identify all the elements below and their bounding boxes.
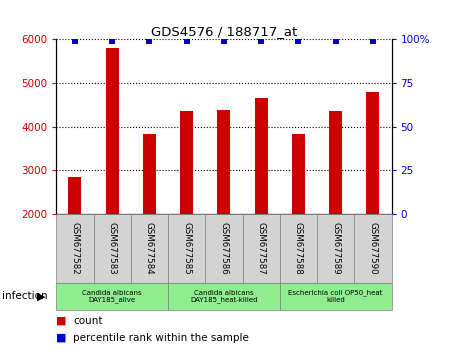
Text: GSM677582: GSM677582 xyxy=(70,222,79,275)
Point xyxy=(71,38,78,44)
Text: GSM677589: GSM677589 xyxy=(331,222,340,275)
Bar xyxy=(180,111,193,214)
Bar xyxy=(255,98,268,214)
Point xyxy=(146,38,153,44)
Point xyxy=(183,38,190,44)
Point xyxy=(332,38,339,44)
Text: ■: ■ xyxy=(56,333,67,343)
Text: ■: ■ xyxy=(56,316,67,326)
Text: Escherichia coli OP50_heat
killed: Escherichia coli OP50_heat killed xyxy=(288,290,383,303)
Text: count: count xyxy=(73,316,103,326)
Text: GSM677590: GSM677590 xyxy=(369,222,378,275)
Text: ▶: ▶ xyxy=(37,291,45,302)
Title: GDS4576 / 188717_at: GDS4576 / 188717_at xyxy=(151,25,297,38)
Text: Candida albicans
DAY185_heat-killed: Candida albicans DAY185_heat-killed xyxy=(190,290,257,303)
Point xyxy=(295,38,302,44)
Bar xyxy=(366,92,379,214)
Point xyxy=(257,38,265,44)
Text: GSM677586: GSM677586 xyxy=(220,222,229,275)
Text: percentile rank within the sample: percentile rank within the sample xyxy=(73,333,249,343)
Point xyxy=(108,38,116,44)
Text: GSM677583: GSM677583 xyxy=(108,222,117,275)
Bar xyxy=(292,134,305,214)
Point xyxy=(220,38,227,44)
Text: GSM677588: GSM677588 xyxy=(294,222,303,275)
Bar xyxy=(329,111,342,214)
Text: infection: infection xyxy=(2,291,48,302)
Bar xyxy=(143,135,156,214)
Bar xyxy=(68,177,81,214)
Text: GSM677585: GSM677585 xyxy=(182,222,191,275)
Point xyxy=(369,38,377,44)
Bar xyxy=(217,110,230,214)
Text: GSM677587: GSM677587 xyxy=(256,222,266,275)
Bar xyxy=(106,48,119,214)
Text: Candida albicans
DAY185_alive: Candida albicans DAY185_alive xyxy=(82,290,142,303)
Text: GSM677584: GSM677584 xyxy=(145,222,154,275)
